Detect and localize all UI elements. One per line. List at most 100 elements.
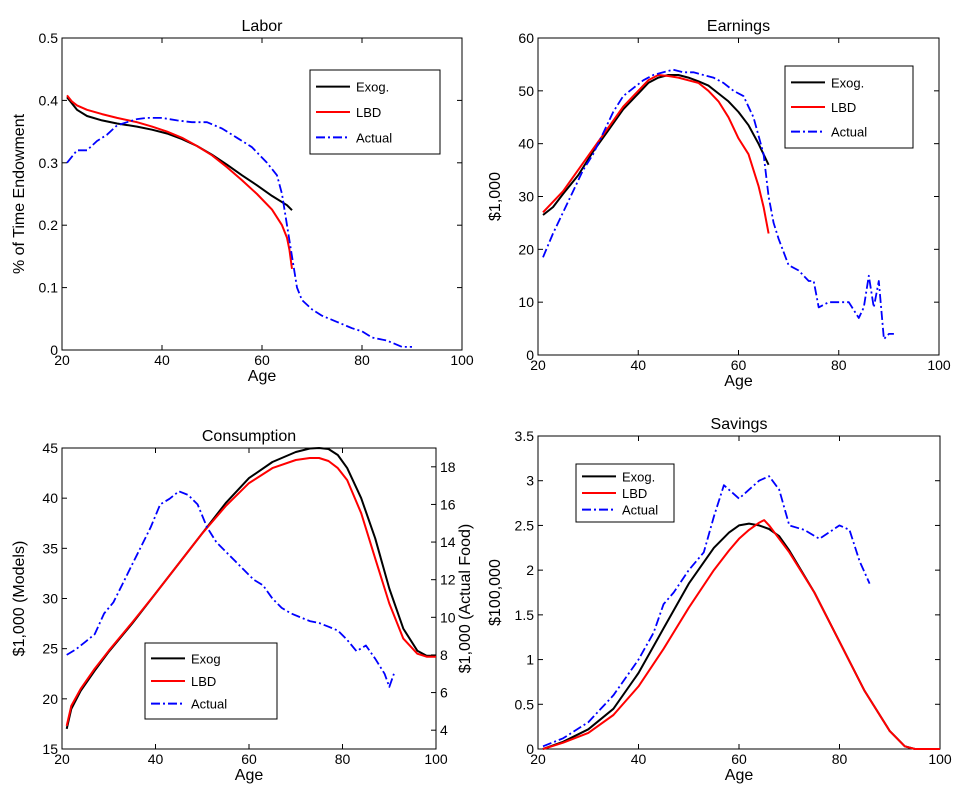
y-right-tick-label: 12	[440, 572, 456, 588]
y-tick-label: 30	[518, 189, 534, 205]
chart-title: Labor	[242, 18, 284, 35]
y-axis-label: % of Time Endowment	[11, 113, 28, 274]
x-tick-label: 100	[450, 352, 474, 368]
chart-consumption: 20 40 60 80 100152025303540454681012141618Co…	[11, 428, 474, 784]
y-right-tick-label: 10	[440, 609, 456, 625]
legend-label: Actual	[356, 130, 392, 145]
y-tick-label: 0.5	[39, 30, 59, 46]
chart-earnings: 20 40 60 80 100 0 10 20 30 40 50 60 Earnings Age $1,00…	[487, 18, 951, 390]
y-tick-label: 40	[42, 490, 58, 506]
y-tick-label: 10	[518, 294, 534, 310]
y-tick-label: 50	[518, 83, 534, 99]
x-tick-label: 60	[731, 751, 747, 767]
legend-label: Exog	[191, 651, 221, 666]
x-tick-label: 20	[530, 357, 546, 373]
legend-label: LBD	[622, 486, 647, 501]
y-tick-label: 35	[42, 540, 58, 556]
series-line-lbd	[542, 74, 770, 234]
y-tick-label: 0	[526, 741, 534, 757]
y-right-tick-label: 4	[440, 722, 448, 738]
x-axis-label: Age	[725, 767, 754, 784]
series-line-lbd	[66, 94, 293, 270]
x-tick-label: 40	[630, 357, 646, 373]
legend-label: Exog.	[356, 80, 389, 95]
series-line-lbd	[65, 457, 436, 727]
y-tick-label: 3.5	[515, 428, 535, 444]
series-line-lbd	[542, 519, 940, 750]
chart-title: Savings	[711, 416, 768, 433]
y-tick-label: 0	[50, 342, 58, 358]
series-line-actual	[542, 475, 871, 748]
chart-title: Earnings	[707, 18, 770, 35]
y-axis-label: $100,000	[487, 559, 504, 626]
y-tick-label: 60	[518, 30, 534, 46]
y-tick-label: 45	[42, 440, 58, 456]
y-tick-label: 3	[526, 473, 534, 489]
x-tick-label: 60	[254, 352, 270, 368]
x-tick-label: 80	[335, 751, 351, 767]
legend-label: LBD	[356, 105, 381, 120]
y-tick-label: 0.5	[515, 696, 535, 712]
y-tick-label: 0.1	[39, 280, 59, 296]
x-tick-label: 80	[832, 751, 848, 767]
legend-label: Exog.	[831, 75, 864, 90]
y-tick-label: 0.2	[39, 217, 59, 233]
x-tick-label: 20	[54, 352, 70, 368]
y-axis-label-right: $1,000 (Actual Food)	[457, 524, 474, 673]
y-tick-label: 2.5	[515, 517, 535, 533]
y-right-tick-label: 18	[440, 459, 456, 475]
x-axis-label: Age	[235, 767, 264, 784]
chart-title: Consumption	[202, 428, 296, 445]
y-tick-label: 15	[42, 741, 58, 757]
y-right-tick-label: 14	[440, 534, 456, 550]
x-axis-label: Age	[724, 373, 753, 390]
y-right-tick-label: 6	[440, 685, 448, 701]
x-tick-label: 100	[424, 751, 448, 767]
legend: Exog. LBD Actual	[309, 69, 441, 155]
series-line-actual	[66, 490, 395, 688]
y-tick-label: 1.5	[515, 607, 535, 623]
y-tick-label: 20	[518, 241, 534, 257]
legend: Exog LBD Actual	[144, 642, 278, 720]
y-tick-label: 0	[526, 347, 534, 363]
x-tick-label: 100	[928, 751, 952, 767]
series-line-actual	[542, 68, 894, 341]
legend-label: LBD	[191, 674, 216, 689]
chart-savings: 20 40 60 80 100 0 0.5 1 1.5 2 2.5 3 3.5 Savings Age $10…	[487, 416, 952, 784]
x-axis-label: Age	[248, 368, 277, 385]
y-tick-label: 0.4	[39, 92, 59, 108]
chart-labor: 20 40 60 80 100 0 0.1 0.2 0.3 0.4 0.5 Labor Age % of …	[11, 18, 474, 385]
legend-label: LBD	[831, 100, 856, 115]
y-axis-label: $1,000	[487, 172, 504, 221]
x-tick-label: 40	[148, 751, 164, 767]
series-line-exog	[542, 74, 770, 216]
y-tick-label: 1	[526, 652, 534, 668]
legend-label: Actual	[191, 697, 227, 712]
x-tick-label: 60	[731, 357, 747, 373]
series-line-exog	[66, 96, 293, 211]
y-tick-label: 20	[42, 691, 58, 707]
legend-label: Actual	[622, 503, 658, 518]
legend-label: Actual	[831, 125, 867, 140]
x-tick-label: 60	[241, 751, 257, 767]
y-right-tick-label: 8	[440, 647, 448, 663]
legend-label: Exog.	[622, 469, 655, 484]
x-tick-label: 20	[530, 751, 546, 767]
y-right-tick-label: 16	[440, 496, 456, 512]
x-tick-label: 100	[927, 357, 951, 373]
x-tick-label: 40	[154, 352, 170, 368]
legend: Exog. LBD Actual	[575, 463, 675, 523]
y-axis-label: $1,000 (Models)	[11, 541, 28, 657]
y-tick-label: 25	[42, 641, 58, 657]
x-tick-label: 20	[54, 751, 70, 767]
y-tick-label: 0.3	[39, 155, 59, 171]
y-tick-label: 2	[526, 562, 534, 578]
x-tick-label: 80	[354, 352, 370, 368]
y-tick-label: 30	[42, 591, 58, 607]
x-tick-label: 80	[831, 357, 847, 373]
x-tick-label: 40	[631, 751, 647, 767]
series-line-actual	[66, 117, 412, 348]
y-tick-label: 40	[518, 136, 534, 152]
legend: Exog. LBD Actual	[784, 65, 914, 149]
